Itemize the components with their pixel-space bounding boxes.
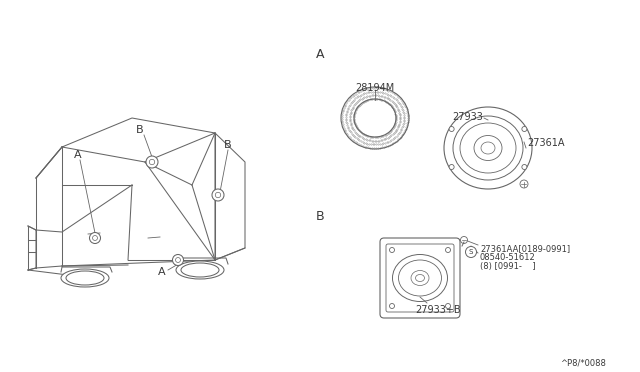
Text: 28194M: 28194M xyxy=(355,83,394,93)
Circle shape xyxy=(522,126,527,131)
Text: 27361AA[0189-0991]: 27361AA[0189-0991] xyxy=(480,244,570,253)
Ellipse shape xyxy=(341,87,409,149)
Circle shape xyxy=(445,247,451,253)
Text: (8) [0991-    ]: (8) [0991- ] xyxy=(480,262,536,271)
Circle shape xyxy=(461,237,467,244)
FancyBboxPatch shape xyxy=(380,238,460,318)
Text: 27933: 27933 xyxy=(452,112,483,122)
Circle shape xyxy=(520,180,528,188)
Circle shape xyxy=(390,304,394,308)
Circle shape xyxy=(465,247,477,257)
Text: ^P8/*0088: ^P8/*0088 xyxy=(560,358,606,367)
Circle shape xyxy=(173,254,184,266)
Text: A: A xyxy=(158,267,166,277)
Text: B: B xyxy=(224,140,232,150)
Circle shape xyxy=(146,156,158,168)
Ellipse shape xyxy=(444,107,532,189)
Ellipse shape xyxy=(61,269,109,287)
Circle shape xyxy=(90,232,100,244)
Text: 27933+B: 27933+B xyxy=(415,305,461,315)
Circle shape xyxy=(449,164,454,170)
Text: S: S xyxy=(469,249,473,255)
Text: 27361A: 27361A xyxy=(527,138,564,148)
Circle shape xyxy=(445,304,451,308)
Ellipse shape xyxy=(176,261,224,279)
FancyBboxPatch shape xyxy=(386,244,454,312)
Circle shape xyxy=(449,126,454,131)
Circle shape xyxy=(522,164,527,170)
Text: 08540-51612: 08540-51612 xyxy=(480,253,536,262)
Text: A: A xyxy=(316,48,324,61)
Circle shape xyxy=(390,247,394,253)
Text: A: A xyxy=(74,150,82,160)
Text: B: B xyxy=(316,210,324,223)
Circle shape xyxy=(212,189,224,201)
Text: B: B xyxy=(136,125,144,135)
